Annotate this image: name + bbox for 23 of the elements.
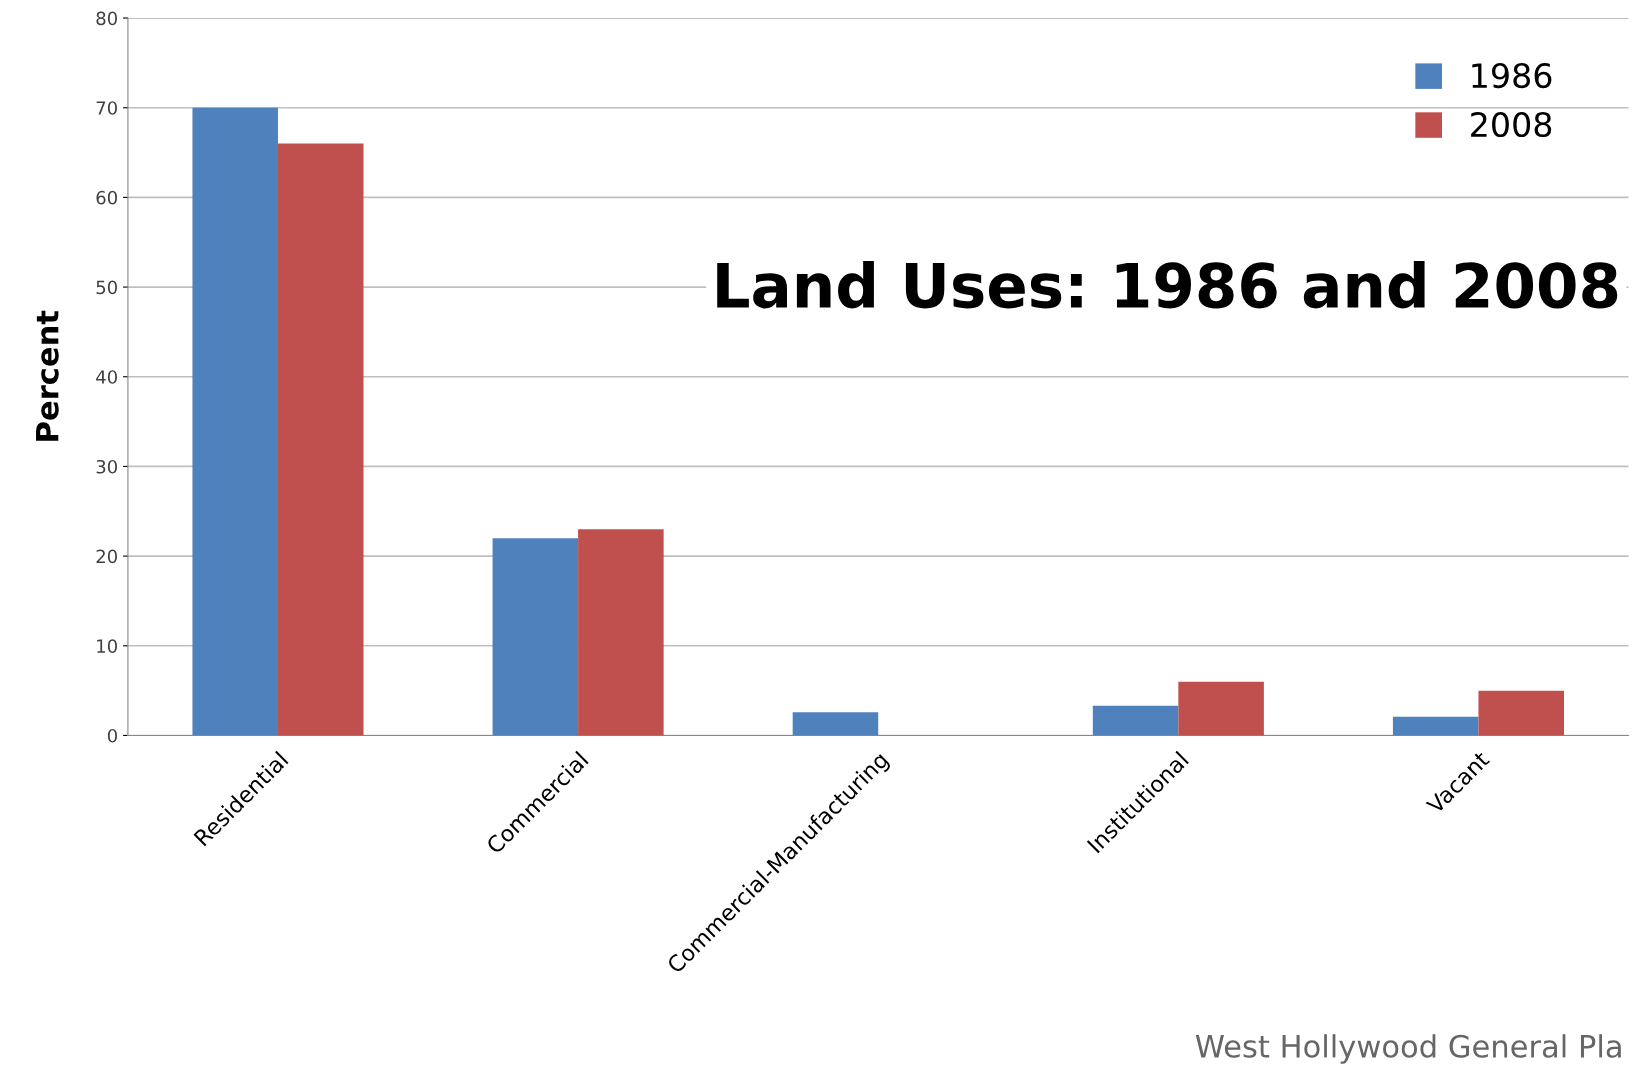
y-tick-label: 50 — [96, 280, 117, 295]
bar — [192, 107, 278, 736]
y-tick-label: 40 — [96, 370, 117, 384]
y-tick-label: 30 — [96, 459, 117, 474]
bar — [1392, 716, 1479, 736]
y-axis-title: Percent — [36, 310, 59, 441]
text: West Hollywood General Pla — [1195, 1034, 1621, 1064]
y-tick-label: 0 — [107, 728, 117, 743]
bar — [1478, 690, 1564, 736]
bar — [1092, 705, 1179, 736]
text: Land Uses: 1986 and 2008 — [717, 261, 1618, 309]
y-tick-label: 70 — [96, 101, 117, 115]
y-tick-label: 60 — [96, 190, 117, 205]
y-tick-label: 10 — [97, 639, 117, 653]
bar — [277, 143, 364, 736]
legend-label: 2008 — [1471, 111, 1552, 138]
bar — [792, 712, 879, 736]
legend-label: 1986 — [1472, 62, 1552, 89]
bar — [1178, 681, 1264, 736]
y-tick-label: 20 — [96, 549, 117, 564]
y-tick-label: 80 — [96, 11, 117, 26]
bar — [492, 538, 579, 736]
bar — [578, 529, 664, 736]
